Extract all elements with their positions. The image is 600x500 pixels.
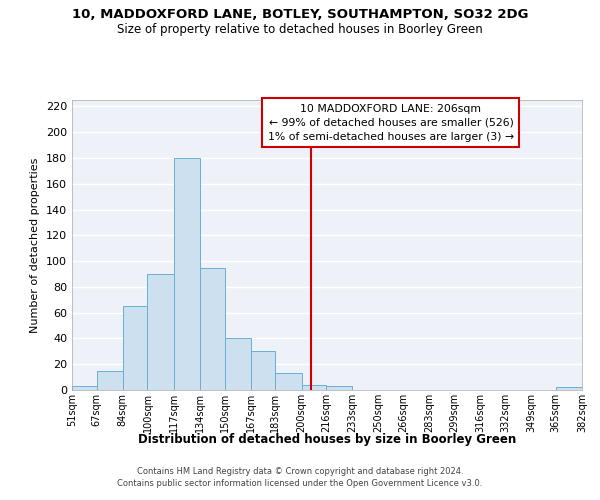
Text: 10 MADDOXFORD LANE: 206sqm
← 99% of detached houses are smaller (526)
1% of semi: 10 MADDOXFORD LANE: 206sqm ← 99% of deta… bbox=[268, 104, 514, 142]
Bar bbox=[251, 352, 275, 390]
Y-axis label: Number of detached properties: Number of detached properties bbox=[31, 158, 40, 332]
Bar bbox=[302, 385, 326, 390]
Bar bbox=[200, 268, 224, 390]
Bar bbox=[224, 338, 251, 390]
Text: Distribution of detached houses by size in Boorley Green: Distribution of detached houses by size … bbox=[138, 432, 516, 446]
Bar bbox=[275, 373, 302, 390]
Bar bbox=[326, 386, 352, 390]
Bar bbox=[97, 370, 123, 390]
Bar bbox=[173, 158, 200, 390]
Bar bbox=[72, 386, 97, 390]
Bar bbox=[148, 274, 173, 390]
Bar bbox=[556, 388, 582, 390]
Text: Contains HM Land Registry data © Crown copyright and database right 2024.: Contains HM Land Registry data © Crown c… bbox=[137, 468, 463, 476]
Text: Size of property relative to detached houses in Boorley Green: Size of property relative to detached ho… bbox=[117, 22, 483, 36]
Text: Contains public sector information licensed under the Open Government Licence v3: Contains public sector information licen… bbox=[118, 479, 482, 488]
Text: 10, MADDOXFORD LANE, BOTLEY, SOUTHAMPTON, SO32 2DG: 10, MADDOXFORD LANE, BOTLEY, SOUTHAMPTON… bbox=[72, 8, 528, 20]
Bar bbox=[123, 306, 148, 390]
